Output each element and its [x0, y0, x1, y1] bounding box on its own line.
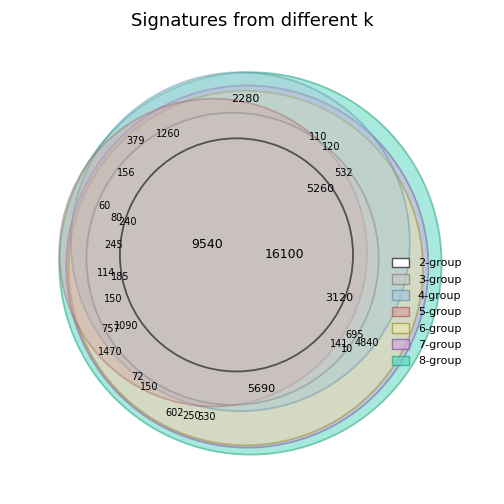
Text: 114: 114 — [97, 268, 115, 278]
Text: 3120: 3120 — [325, 293, 353, 302]
Text: 602: 602 — [165, 408, 183, 418]
Text: 1470: 1470 — [98, 347, 123, 357]
Text: 185: 185 — [111, 273, 129, 282]
Circle shape — [59, 72, 442, 455]
Text: 80: 80 — [110, 213, 122, 223]
Text: 141: 141 — [330, 339, 348, 349]
Text: 60: 60 — [98, 201, 110, 211]
Text: 72: 72 — [131, 372, 143, 382]
Circle shape — [71, 72, 410, 411]
Circle shape — [67, 86, 428, 448]
Text: 757: 757 — [101, 324, 120, 334]
Text: 250: 250 — [182, 411, 201, 421]
Text: 9540: 9540 — [191, 238, 223, 251]
Text: 120: 120 — [322, 142, 341, 152]
Text: 156: 156 — [117, 168, 136, 178]
Text: 150: 150 — [140, 382, 159, 392]
Text: 240: 240 — [118, 217, 137, 227]
Text: 695: 695 — [345, 330, 364, 340]
Text: 379: 379 — [126, 136, 145, 146]
Text: 4840: 4840 — [355, 338, 379, 348]
Text: 16100: 16100 — [265, 248, 304, 262]
Text: 530: 530 — [198, 412, 216, 422]
Legend: 2-group, 3-group, 4-group, 5-group, 6-group, 7-group, 8-group: 2-group, 3-group, 4-group, 5-group, 6-gr… — [388, 253, 466, 371]
Text: 150: 150 — [104, 294, 123, 304]
Text: 5260: 5260 — [306, 184, 335, 194]
Text: 10: 10 — [341, 344, 353, 354]
Circle shape — [59, 99, 367, 406]
Circle shape — [87, 113, 379, 405]
Text: 245: 245 — [104, 240, 123, 250]
Text: 532: 532 — [334, 168, 353, 178]
Circle shape — [69, 91, 423, 445]
Text: 110: 110 — [309, 132, 327, 142]
Text: 1090: 1090 — [114, 321, 139, 331]
Title: Signatures from different k: Signatures from different k — [131, 12, 373, 30]
Text: 2280: 2280 — [232, 94, 260, 104]
Text: 5690: 5690 — [247, 385, 275, 394]
Text: 1260: 1260 — [156, 130, 180, 140]
